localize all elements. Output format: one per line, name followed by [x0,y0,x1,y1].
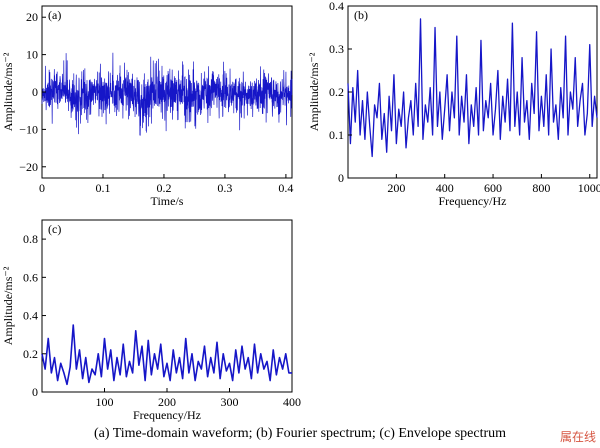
y-tick-label: 20 [26,10,38,24]
series-line-spectrum [347,18,598,158]
x-axis-label: Frequency/Hz [133,408,201,422]
x-tick-label: 0.2 [156,181,171,195]
y-tick-label: 0.4 [23,309,38,323]
y-tick-label: −20 [19,160,38,174]
x-tick-label: 0.4 [278,181,293,195]
y-tick-label: 0.2 [329,85,344,99]
y-tick-label: 0.6 [23,270,38,284]
panel-label: (b) [354,8,368,22]
y-tick-label: 0.3 [329,42,344,56]
y-tick-label: 0.1 [329,128,344,142]
panel-b-fourier-spectrum: 200 400 600 800 1000 0 0.1 0.2 0.3 0.4 Frequency/H… [307,0,600,208]
figure-caption: (a) Time-domain waveform; (b) Fourier sp… [93,426,507,441]
panel-a-time-waveform: 0 0.1 0.2 0.3 0.4 −20 −10 0 10 20 Time/s Amplitude/… [1,5,293,208]
watermark-text: 属在线 [559,430,596,444]
x-tick-label: 1000 [578,181,600,195]
x-tick-label: 300 [221,395,239,409]
y-axis-label: Amplitude/ms⁻² [1,266,15,345]
panel-c-envelope-spectrum: 100 200 300 400 0 0.2 0.4 0.6 0.8 Frequency/Hz Amp… [1,219,301,422]
series-line-waveform [41,52,293,136]
x-tick-label: 400 [283,395,301,409]
x-axis-label: Time/s [151,194,184,208]
x-tick-label: 0 [39,181,45,195]
y-tick-label: 0 [32,385,38,399]
x-axis-label: Frequency/Hz [439,194,507,208]
plot-frame [347,5,598,179]
y-tick-label: 0 [32,85,38,99]
x-tick-label: 400 [436,181,454,195]
y-tick-label: 0 [338,171,344,185]
x-tick-label: 0.3 [217,181,232,195]
y-tick-label: 0.2 [23,347,38,361]
x-tick-label: 600 [484,181,502,195]
x-tick-label: 200 [387,181,405,195]
y-tick-label: −10 [19,122,38,136]
y-axis-label: Amplitude/ms⁻² [1,52,15,131]
y-axis-label: Amplitude/ms⁻² [307,52,321,131]
x-tick-label: 800 [532,181,550,195]
x-tick-label: 100 [96,395,114,409]
panel-label: (c) [48,222,61,236]
y-tick-label: 0.4 [329,0,344,13]
panel-label: (a) [48,8,61,22]
y-tick-label: 10 [26,48,38,62]
x-tick-label: 0.1 [95,181,110,195]
x-tick-label: 200 [158,395,176,409]
series-line-spectrum [41,324,292,386]
y-tick-label: 0.8 [23,232,38,246]
